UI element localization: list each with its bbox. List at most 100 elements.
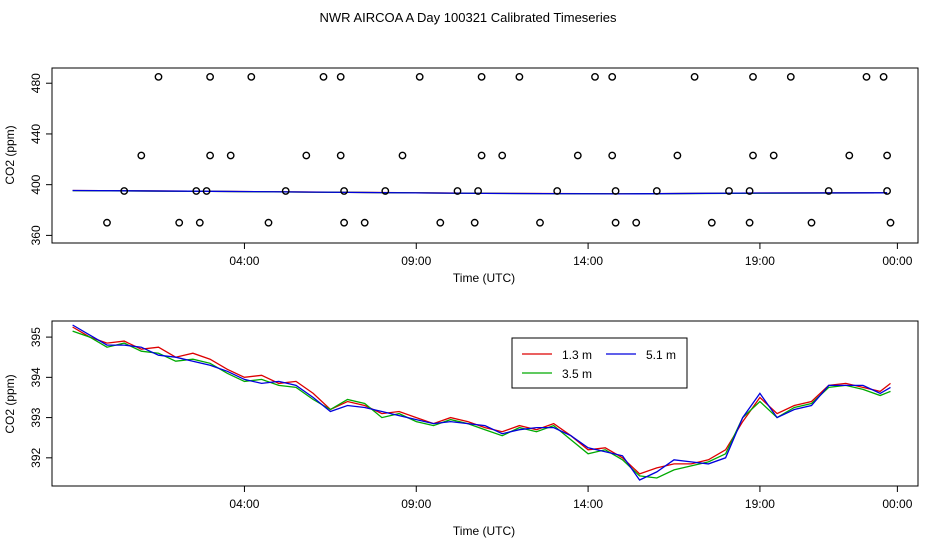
- y-axis: 360 400 440 480: [29, 73, 52, 245]
- calibration-point: [886, 218, 895, 227]
- calibration-point: [195, 218, 204, 227]
- x-tick-label: 00:00: [882, 254, 912, 268]
- y-tick-label: 400: [29, 174, 43, 194]
- calibration-point: [883, 187, 891, 195]
- series-line-3-5-m: [72, 330, 891, 479]
- calibration-point: [707, 218, 716, 227]
- plot-frame: [51, 320, 919, 487]
- x-tick-label: 19:00: [745, 497, 775, 511]
- calibration-point: [436, 218, 445, 227]
- calibration-point: [340, 218, 348, 227]
- calibration-point: [154, 73, 163, 81]
- calibrated-timeseries-panel: 04:00 09:00 14:00 19:00 00:00 360 400 440 480 T…: [3, 67, 919, 285]
- legend-label-5-1m: 5.1 m: [646, 348, 676, 362]
- calibration-point: [652, 187, 661, 195]
- calibration-point: [192, 187, 201, 195]
- x-tick-label: 14:00: [573, 497, 603, 511]
- calibration-point: [745, 218, 754, 227]
- calibration-points: [103, 73, 895, 227]
- calibration-point: [319, 73, 328, 81]
- calibration-point: [879, 73, 888, 81]
- x-tick-label: 04:00: [229, 497, 259, 511]
- series-lines: [72, 324, 891, 481]
- x-tick-label: 09:00: [401, 497, 431, 511]
- plot-frame: [51, 67, 919, 244]
- calibration-point: [226, 151, 235, 160]
- calibration-point: [608, 151, 617, 160]
- x-tick-label: 04:00: [229, 254, 259, 268]
- legend-box: [511, 337, 688, 389]
- calibration-point: [202, 187, 211, 195]
- y-tick-label: 394: [29, 367, 43, 387]
- calibration-point: [302, 151, 311, 160]
- calibration-point: [845, 151, 854, 160]
- calibration-point: [415, 73, 424, 81]
- calibration-point: [611, 218, 620, 227]
- calibration-point: [381, 187, 390, 195]
- calibration-point: [247, 73, 256, 81]
- calibration-point: [515, 73, 524, 81]
- sensor-heights-panel: 04:00 09:00 14:00 19:00 00:00 392 393 394 395 T…: [3, 320, 919, 538]
- calibration-point: [264, 218, 273, 227]
- calibration-point: [477, 73, 486, 81]
- y-axis: 392 393 394 395: [29, 327, 52, 468]
- legend-label-3-5m: 3.5 m: [562, 367, 592, 381]
- calibration-point: [536, 218, 544, 227]
- calibration-point: [470, 218, 479, 227]
- x-tick-label: 14:00: [573, 254, 603, 268]
- calibration-point: [137, 151, 146, 160]
- calibration-point: [120, 187, 129, 195]
- calibration-point: [725, 187, 733, 195]
- x-tick-label: 19:00: [745, 254, 775, 268]
- calibration-point: [632, 218, 641, 227]
- calibration-point: [553, 187, 562, 195]
- x-axis-label: Time (UTC): [453, 524, 515, 538]
- x-tick-label: 00:00: [882, 497, 912, 511]
- y-tick-label: 480: [29, 73, 43, 93]
- calibration-point: [498, 151, 507, 160]
- calibration-point: [398, 151, 407, 160]
- calibration-point: [453, 187, 462, 195]
- y-axis-label: CO2 (ppm): [3, 374, 17, 433]
- calibration-point: [573, 151, 582, 160]
- calibration-point: [673, 151, 682, 160]
- calibration-point: [611, 187, 620, 195]
- calibration-point: [608, 73, 617, 81]
- calibration-point: [690, 73, 699, 81]
- calibration-point: [591, 73, 599, 81]
- calibration-point: [206, 151, 215, 160]
- series-line-5-1-m: [72, 324, 891, 481]
- calibration-point: [477, 151, 486, 160]
- y-tick-label: 393: [29, 407, 43, 427]
- legend-label-1-3m: 1.3 m: [562, 348, 592, 362]
- y-tick-label: 392: [29, 447, 43, 467]
- calibration-point: [824, 187, 833, 195]
- calibration-point: [206, 73, 215, 81]
- y-axis-label: CO2 (ppm): [3, 125, 17, 184]
- x-axis: 04:00 09:00 14:00 19:00 00:00: [229, 243, 913, 268]
- calibration-point: [340, 187, 348, 195]
- calibration-point: [336, 151, 345, 160]
- calibration-point: [745, 187, 754, 195]
- y-tick-label: 395: [29, 327, 43, 347]
- x-axis: 04:00 09:00 14:00 19:00 00:00: [229, 486, 913, 511]
- x-axis-label: Time (UTC): [453, 271, 515, 285]
- calibration-point: [336, 73, 345, 81]
- figure-title: NWR AIRCOA A Day 100321 Calibrated Times…: [320, 10, 617, 25]
- calibration-point: [103, 218, 111, 227]
- calibration-point: [749, 73, 757, 81]
- calibration-point: [769, 151, 778, 160]
- legend: 1.3 m 3.5 m 5.1 m: [511, 337, 688, 389]
- calibration-point: [807, 218, 816, 227]
- calibration-point: [786, 73, 795, 81]
- calibration-point: [749, 151, 757, 160]
- series-line-1-3-m: [72, 326, 891, 475]
- y-tick-label: 440: [29, 124, 43, 144]
- y-tick-label: 360: [29, 225, 43, 245]
- calibration-point: [175, 218, 184, 227]
- x-tick-label: 09:00: [401, 254, 431, 268]
- calibration-point: [474, 187, 482, 195]
- calibration-point: [883, 151, 891, 160]
- calibration-point: [281, 187, 290, 195]
